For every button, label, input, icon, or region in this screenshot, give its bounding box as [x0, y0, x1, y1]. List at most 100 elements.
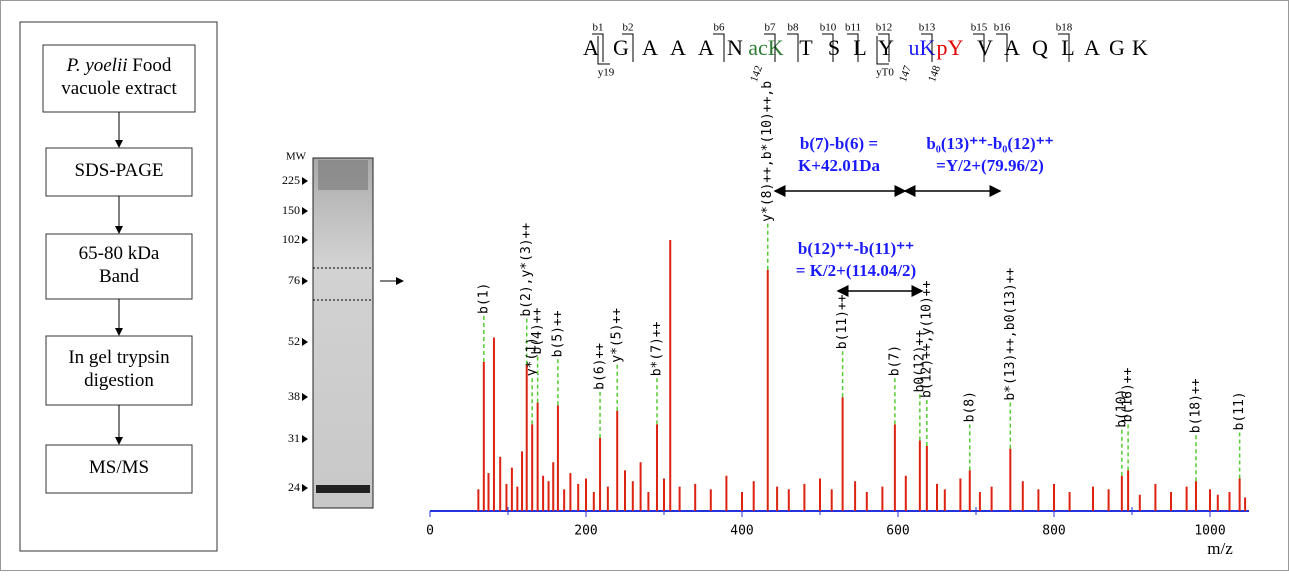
flow-box [45, 444, 193, 494]
peak [624, 470, 626, 511]
mw-marker: 24 [288, 480, 300, 494]
peak [647, 492, 650, 511]
b-ion: b1 [593, 22, 604, 34]
peak [968, 470, 971, 511]
b-ion: b2 [623, 22, 634, 34]
peak [865, 492, 868, 511]
b-ion: b8 [788, 22, 800, 34]
peak [1053, 483, 1055, 511]
annotation: b(7)-b(6) = [800, 134, 878, 153]
flow-box [42, 44, 196, 113]
peak-label: y*(1) [525, 337, 540, 376]
annotation: K+42.01Da [798, 156, 880, 175]
site-number: 148 [926, 64, 943, 84]
peak-label: b(11) [1232, 391, 1247, 430]
flow-text: Band [99, 266, 140, 287]
peak [787, 489, 790, 511]
peak [525, 364, 528, 511]
gel-lane [312, 157, 374, 509]
peak [1185, 486, 1188, 511]
peak [936, 483, 938, 511]
peak-label: b*(7)++ [649, 321, 664, 376]
peak [854, 481, 857, 511]
residue: G [613, 35, 629, 60]
peak [1209, 489, 1211, 511]
mw-tri [302, 484, 308, 492]
peak [709, 489, 712, 511]
flow-text: vacuole extract [61, 78, 177, 99]
peak [569, 473, 572, 511]
x-tick-label: 200 [574, 524, 597, 539]
residue: uK [909, 35, 936, 60]
peak [819, 478, 821, 511]
peak [477, 489, 480, 511]
peak-label: b(5)++ [550, 310, 565, 357]
site-number: 142 [748, 64, 765, 84]
annotation: b₀(13)⁺⁺-b₀(12)⁺⁺ [926, 134, 1053, 153]
peak [639, 462, 642, 511]
mw-tri [302, 207, 308, 215]
peak [556, 405, 559, 511]
x-tick-label: 0 [426, 524, 434, 539]
peak [943, 489, 946, 511]
peak [482, 361, 485, 511]
b-bracket [996, 33, 1008, 62]
residue: G [1109, 35, 1125, 60]
peak [1120, 475, 1123, 511]
flow-word: 65-80 kDa [79, 243, 160, 264]
b-bracket [973, 33, 985, 62]
residue: S [828, 35, 840, 60]
flow-word: digestion [84, 370, 154, 391]
peak [542, 475, 545, 511]
mw-tri [302, 236, 308, 244]
peak [990, 486, 993, 511]
b-bracket [921, 33, 933, 62]
gel [312, 157, 404, 509]
b-bracket [822, 33, 834, 62]
annotation: b(12)⁺⁺-b(11)⁺⁺ [798, 239, 914, 258]
residue: Y [878, 35, 894, 60]
residue: A [1084, 35, 1100, 60]
peak-label: b(7) [887, 345, 902, 376]
residue: pY [937, 35, 964, 60]
peak-label: b(10) [1114, 389, 1129, 428]
flow-word: MS/MS [89, 457, 149, 478]
peak [510, 467, 513, 511]
mw-marker: 31 [288, 431, 300, 445]
b-bracket [878, 33, 890, 62]
peak [1068, 492, 1071, 511]
b-ion: b11 [845, 22, 861, 34]
b-ion: b10 [820, 22, 837, 34]
flow-box [45, 233, 193, 300]
peak [1127, 470, 1130, 511]
flow-text: P. yoelii Food [66, 55, 172, 76]
peak-label: b(6)++ [593, 343, 608, 390]
peak-label: b(2),y*(3)++ [519, 223, 534, 317]
residue: N [727, 35, 743, 60]
peak [663, 478, 665, 511]
peak [552, 462, 555, 511]
gel-band [318, 160, 368, 190]
peak [1238, 478, 1241, 511]
flow-text: 65-80 kDa [79, 243, 160, 264]
mw-marker: 38 [288, 389, 300, 403]
peak [752, 481, 755, 511]
peak [599, 437, 602, 511]
residue: A [583, 35, 599, 60]
b-bracket [713, 33, 725, 62]
b-ion: b6 [714, 22, 726, 34]
peak [606, 486, 609, 511]
peak-label: b(18)++ [1188, 378, 1203, 433]
residue: T [799, 35, 813, 60]
peak [516, 486, 519, 511]
flow-italic: P. yoelii [66, 55, 128, 76]
peak [505, 483, 508, 511]
x-axis-label: m/z [1207, 539, 1233, 558]
peak [959, 478, 962, 511]
residue: A [670, 35, 686, 60]
flow-box [45, 335, 193, 406]
b-ion: b7 [765, 22, 777, 34]
peak-label: b(12)++,y(10)++ [919, 280, 934, 398]
x-tick-label: 400 [730, 524, 753, 539]
